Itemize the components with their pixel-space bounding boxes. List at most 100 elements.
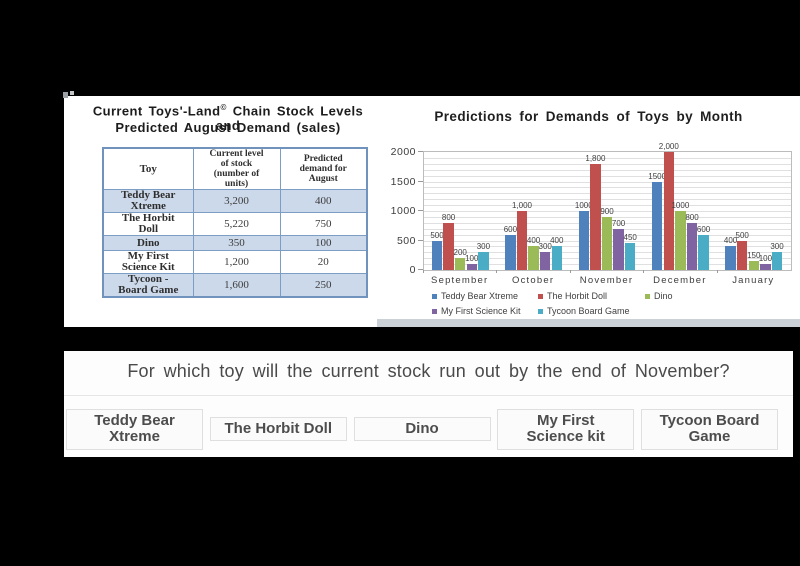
screen-artifact — [63, 91, 79, 98]
legend-marker-icon — [432, 294, 437, 299]
bar-my-first-science-kit-october — [539, 252, 551, 270]
bar-the-horbit-doll-october — [516, 211, 528, 270]
answers-row: Teddy Bear Xtreme The Horbit Doll Dino M… — [66, 406, 778, 452]
y-axis-tick — [418, 151, 423, 152]
copyright-symbol: © — [220, 103, 227, 112]
gridline — [424, 211, 791, 212]
table-row: My First Science Kit 1,200 20 — [102, 250, 368, 274]
y-axis-tick — [418, 269, 423, 270]
legend-row: My First Science Kit Tycoon Board Game — [432, 306, 645, 316]
bar-my-first-science-kit-november — [613, 228, 624, 270]
y-axis-label: 1500 — [390, 175, 416, 188]
stock-table-header: Toy Current level of stock (number of uni… — [102, 147, 368, 190]
toy-name-cell: The Horbit Doll — [102, 212, 194, 236]
chart-bottom-strip — [377, 319, 800, 327]
x-axis-tick — [423, 270, 424, 273]
demand-value-cell: 750 — [279, 212, 368, 236]
bar-value-label: 700 — [611, 218, 626, 228]
column-header: Predicted demand for August — [279, 147, 368, 190]
legend-marker-icon — [538, 309, 543, 314]
bar-value-label: 450 — [623, 233, 637, 243]
stock-value-cell: 3,200 — [192, 189, 281, 213]
column-header: Toy — [102, 147, 194, 190]
table-row: Dino 350 100 — [102, 235, 368, 251]
bar-value-label: 300 — [476, 242, 491, 252]
bar-value-label: 1,000 — [511, 201, 533, 210]
y-axis-label: 0 — [409, 264, 416, 276]
bar-dino-october — [528, 246, 539, 270]
gridline — [424, 187, 791, 189]
answer-button-teddy-bear-xtreme[interactable]: Teddy Bear Xtreme — [66, 408, 203, 450]
chart-plot-area: 500 800 200 100 300 600 1,000 400 300 400 1000 1,80… — [423, 142, 792, 271]
bar-value-label: 100 — [465, 254, 479, 264]
x-axis-label: September — [431, 275, 489, 286]
bar-value-label: 400 — [723, 236, 738, 246]
bar-tycoon-board-game-october — [551, 246, 563, 270]
bar-teddy-bear-xtreme-november — [578, 211, 590, 270]
question-text: For which toy will the current stock run… — [127, 361, 730, 381]
legend-marker-icon — [645, 294, 650, 299]
answer-button-dino[interactable]: Dino — [353, 416, 491, 442]
demand-value-cell: 20 — [279, 250, 368, 274]
bar-tycoon-board-game-december — [698, 234, 709, 270]
answer-button-my-first-science-kit[interactable]: My First Science kit — [497, 408, 635, 450]
answer-button-the-horbit-doll[interactable]: The Horbit Doll — [209, 416, 347, 442]
bar-value-label: 100 — [758, 254, 773, 264]
demand-chart-section: Predictions for Demands of Toys by Month… — [377, 97, 800, 327]
gridline — [424, 163, 791, 165]
stock-value-cell: 350 — [192, 235, 281, 251]
answer-label: Dino — [405, 419, 439, 437]
bar-my-first-science-kit-september — [466, 264, 478, 270]
bar-value-label: 1000 — [574, 201, 593, 210]
x-axis-tick — [643, 270, 645, 273]
divider — [64, 395, 793, 396]
bar-my-first-science-kit-january — [760, 264, 771, 270]
demand-value-cell: 100 — [279, 235, 368, 251]
gridline — [424, 199, 791, 201]
bar-dino-january — [748, 261, 760, 270]
answer-label: Tycoon Board Game — [659, 411, 760, 445]
bar-teddy-bear-xtreme-october — [505, 234, 516, 270]
stock-table: Toy Current level of stock (number of uni… — [102, 147, 368, 298]
legend-item-tycoon-board-game: Tycoon Board Game — [538, 306, 645, 316]
table-title-line1: Current Toys'-Land© Chain Stock Levels a… — [92, 103, 364, 134]
bar-value-label: 600 — [696, 224, 711, 234]
toy-name-cell: Tycoon - Board Game — [102, 273, 194, 298]
gridline — [424, 169, 791, 171]
stock-table-section: Current Toys'-Land© Chain Stock Levels a… — [64, 96, 379, 327]
stock-value-cell: 1,200 — [192, 250, 281, 274]
toy-name-cell: My First Science Kit — [102, 250, 194, 274]
y-axis-label: 1000 — [390, 205, 416, 217]
bar-teddy-bear-xtreme-january — [725, 246, 736, 270]
bar-value-label: 300 — [538, 242, 552, 252]
x-axis-label: January — [732, 275, 775, 286]
legend-item-dino: Dino — [645, 291, 800, 301]
demand-value-cell: 250 — [279, 273, 368, 298]
x-axis-tick — [716, 270, 718, 273]
bar-dino-november — [601, 216, 613, 270]
bar-value-label: 500 — [735, 230, 749, 240]
bar-teddy-bear-xtreme-december — [651, 181, 663, 270]
answer-label: Teddy Bear Xtreme — [94, 411, 175, 445]
answer-button-tycoon-board-game[interactable]: Tycoon Board Game — [641, 408, 778, 450]
y-axis-tick — [418, 180, 423, 182]
bar-tycoon-board-game-january — [771, 252, 783, 270]
bar-dino-september — [454, 258, 466, 270]
bar-value-label: 1,800 — [585, 153, 606, 163]
legend-label: Dino — [654, 291, 673, 301]
bar-value-label: 2,000 — [658, 142, 679, 151]
bar-the-horbit-doll-september — [443, 222, 454, 270]
bar-value-label: 150 — [747, 251, 761, 261]
gridline — [424, 157, 791, 159]
legend-item-the-horbit-doll: The Horbit Doll — [538, 291, 645, 301]
table-row: Teddy Bear Xtreme 3,200 400 — [102, 189, 368, 213]
x-axis-label: December — [653, 275, 707, 286]
answer-label: My First Science kit — [526, 411, 605, 445]
gridline — [424, 175, 791, 177]
y-axis-tick — [418, 210, 423, 211]
bar-tycoon-board-game-september — [478, 252, 489, 270]
y-axis-label: 500 — [396, 234, 416, 247]
bar-the-horbit-doll-january — [736, 240, 748, 270]
stock-and-predictions-panel: Current Toys'-Land© Chain Stock Levels a… — [63, 91, 800, 327]
